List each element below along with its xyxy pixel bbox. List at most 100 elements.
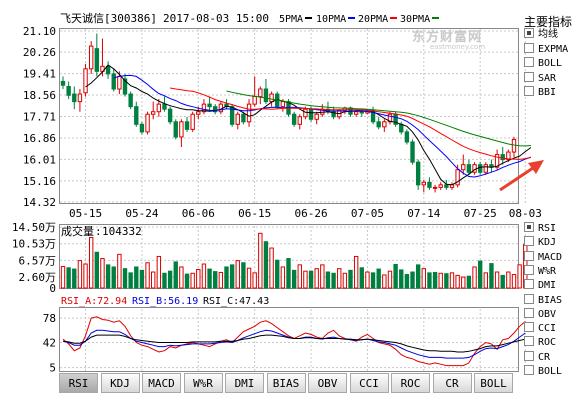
option-label: MACD (538, 251, 563, 263)
checkbox-icon[interactable] (524, 279, 534, 290)
candle-body (427, 181, 432, 188)
sub-option-CCI[interactable]: CCI (524, 322, 556, 336)
main-option-EXPMA[interactable]: EXPMA (524, 42, 568, 57)
volume-bar (173, 261, 178, 289)
candle-body (162, 103, 167, 110)
tab-rsi[interactable]: RSI (59, 373, 98, 393)
moving-averages (85, 64, 532, 186)
candle-body (241, 113, 246, 123)
checkbox-icon[interactable] (524, 293, 534, 304)
volume-bar (365, 271, 370, 289)
candle-body (229, 106, 235, 125)
sub-option-CR[interactable]: CR (524, 350, 551, 365)
option-label: W%R (538, 265, 557, 277)
checkbox-icon[interactable] (524, 365, 534, 375)
volume-bar (128, 272, 133, 289)
candle-body (258, 88, 263, 98)
date-tick-label: 05-24 (125, 207, 158, 220)
checkbox-icon[interactable] (524, 350, 534, 361)
date-tick-label: 07-14 (407, 207, 440, 220)
checkbox-icon[interactable] (524, 86, 534, 96)
volume-bar (72, 268, 77, 289)
rsi-lines (62, 316, 526, 367)
candle-body (461, 164, 466, 171)
volume-bar (325, 271, 331, 289)
sub-option-DMI[interactable]: DMI (524, 279, 556, 293)
date-tick-label: 05-15 (69, 207, 102, 220)
sub-option-OBV[interactable]: OBV (524, 307, 557, 322)
date-tick-label: 06-26 (294, 207, 327, 220)
tab-roc[interactable]: ROC (391, 373, 430, 393)
checkbox-icon[interactable] (524, 57, 534, 67)
checkbox-icon[interactable] (524, 336, 534, 347)
rsi-tick-label: 5 (49, 362, 56, 375)
rsi-b-legend: RSI_B:56.19 (132, 296, 198, 307)
candle-body (201, 103, 207, 113)
checkbox-icon[interactable] (524, 250, 534, 261)
main-option-均线[interactable]: 均线 (524, 28, 558, 42)
option-label: ROC (538, 337, 557, 349)
tab-cci[interactable]: CCI (349, 373, 389, 393)
tab-obv[interactable]: OBV (308, 373, 347, 393)
tab-cr[interactable]: CR (432, 373, 472, 393)
sub-option-BIAS[interactable]: BIAS (524, 293, 562, 308)
checkbox-icon[interactable] (524, 42, 534, 53)
volume-bar (472, 266, 477, 289)
candle-body (179, 121, 184, 138)
main-option-BBI[interactable]: BBI (524, 86, 556, 100)
volume-bar (303, 270, 308, 289)
candle-body (263, 88, 269, 103)
volume-bar (100, 258, 105, 289)
sub-option-MACD[interactable]: MACD (524, 250, 563, 265)
volume-bar (432, 271, 438, 289)
candle-body (500, 154, 505, 161)
price-tick-label: 16.86 (23, 132, 56, 145)
date-tick-label: 07-05 (351, 207, 384, 220)
sub-option-ROC[interactable]: ROC (524, 336, 556, 350)
tab-bias[interactable]: BIAS (266, 373, 306, 393)
checkbox-icon[interactable] (524, 222, 534, 232)
option-label: BOLL (538, 58, 563, 69)
candle-body (173, 121, 178, 138)
checkbox-icon[interactable] (524, 28, 534, 38)
rsi-tick-label: 78 (43, 312, 56, 325)
ma-legend-20: 20PMA (358, 14, 388, 25)
checkbox-icon[interactable] (524, 264, 534, 275)
volume-bar (410, 271, 415, 289)
price-tick-label: 17.71 (23, 111, 56, 124)
checkbox-icon[interactable] (524, 307, 534, 318)
volume-bar (105, 264, 111, 289)
volume-tick-label: 2.60万 (19, 271, 57, 284)
tab-boll[interactable]: BOLL (474, 373, 513, 393)
candle-body (134, 106, 139, 125)
tab-macd[interactable]: MACD (142, 373, 181, 393)
tab-kdj[interactable]: KDJ (100, 373, 140, 393)
volume-bar (286, 258, 291, 289)
option-label: OBV (538, 308, 557, 320)
indicators-panel-title: 主要指标 (524, 15, 573, 29)
main-option-BOLL[interactable]: BOLL (524, 57, 562, 71)
checkbox-icon[interactable] (524, 236, 534, 247)
sub-option-RSI[interactable]: RSI (524, 222, 556, 236)
volume-bar (415, 264, 421, 289)
sub-option-KDJ[interactable]: KDJ (524, 236, 556, 250)
checkbox-icon[interactable] (524, 322, 534, 333)
volume-bar (156, 255, 162, 289)
sub-option-BOLL[interactable]: BOLL (524, 365, 562, 379)
checkbox-icon[interactable] (524, 71, 534, 82)
tab-wpctr[interactable]: W%R (183, 373, 223, 393)
tab-dmi[interactable]: DMI (225, 373, 264, 393)
volume-bar (122, 268, 128, 289)
volume-bar (455, 274, 460, 289)
sub-option-W%R[interactable]: W%R (524, 264, 557, 279)
option-label: CR (538, 351, 551, 363)
candle-body (151, 111, 156, 115)
main-option-SAR[interactable]: SAR (524, 71, 556, 86)
price-tick-label: 19.41 (23, 68, 56, 81)
candle-body (410, 141, 415, 163)
candle-body (421, 181, 426, 186)
volume-bar (337, 268, 342, 289)
volume-bar (66, 267, 71, 289)
volume-bar (246, 267, 252, 289)
volume-bar (320, 264, 325, 289)
